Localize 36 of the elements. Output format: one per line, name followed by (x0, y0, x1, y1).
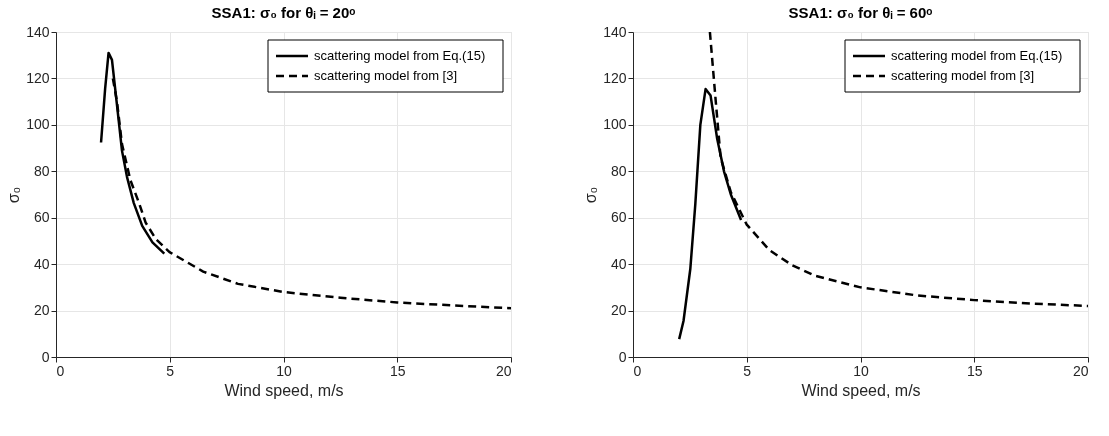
x-tick-label: 20 (495, 362, 512, 379)
x-tick-label: 15 (389, 362, 406, 379)
y-tick-label: 140 (26, 23, 50, 40)
x-axis-title: Wind speed, m/s (801, 381, 921, 399)
x-tick-label: 15 (966, 362, 983, 379)
y-axis-title: σ₀ (5, 186, 23, 204)
y-tick-label: 60 (610, 209, 627, 226)
x-tick-label: 5 (166, 362, 175, 379)
y-tick-label: 60 (33, 209, 50, 226)
y-tick-label: 40 (33, 255, 50, 272)
x-tick-label: 10 (276, 362, 292, 379)
x-tick-label: 10 (853, 362, 869, 379)
y-axis-title: σ₀ (582, 186, 600, 204)
chart-title: SSA1: σ₀ for θᵢ = 20ᵒ (211, 4, 356, 21)
y-tick-label: 100 (26, 116, 50, 133)
y-tick-label: 20 (33, 302, 50, 319)
y-tick-label: 0 (41, 348, 50, 365)
chart-title: SSA1: σ₀ for θᵢ = 60ᵒ (788, 4, 933, 21)
legend-label: scattering model from [3] (314, 68, 458, 83)
y-tick-label: 80 (610, 162, 627, 179)
y-tick-label: 20 (610, 302, 627, 319)
y-tick-label: 40 (610, 255, 627, 272)
y-tick-label: 80 (33, 162, 50, 179)
y-tick-label: 140 (603, 23, 627, 40)
y-tick-label: 100 (603, 116, 627, 133)
x-tick-label: 0 (633, 362, 642, 379)
x-axis-title: Wind speed, m/s (224, 381, 344, 399)
y-tick-label: 0 (618, 348, 627, 365)
legend-label: scattering model from Eq.(15) (314, 48, 486, 63)
legend-label: scattering model from Eq.(15) (891, 48, 1063, 63)
x-tick-label: 20 (1072, 362, 1089, 379)
y-tick-label: 120 (603, 69, 627, 86)
legend-label: scattering model from [3] (891, 68, 1035, 83)
y-tick-label: 120 (26, 69, 50, 86)
x-tick-label: 0 (56, 362, 65, 379)
x-tick-label: 5 (743, 362, 752, 379)
